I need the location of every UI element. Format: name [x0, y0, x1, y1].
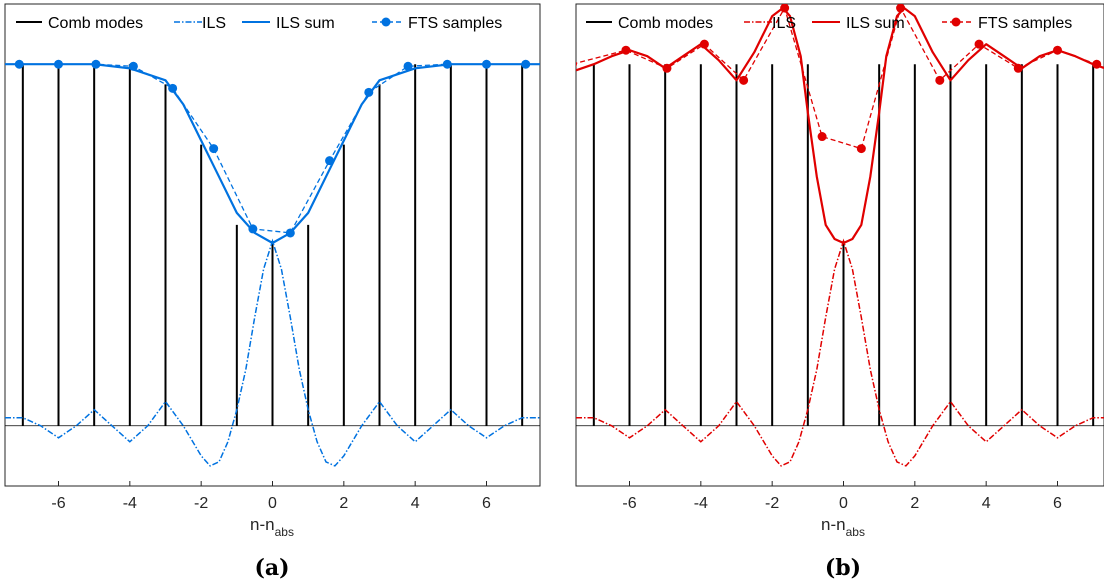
fts-sample-point [14, 59, 24, 69]
panel-b-plot-area [575, 3, 1104, 487]
fts-sample-point [1013, 63, 1023, 73]
panel-a-caption: (a) [254, 555, 289, 581]
fts-samples-line [19, 63, 526, 234]
fts-sample-point [780, 4, 790, 13]
x-tick-label: 0 [839, 495, 848, 512]
ils-line [576, 238, 1104, 467]
panel-b-plot-content [576, 4, 1104, 467]
legend-fts-samples-marker [381, 17, 391, 27]
panel-a-x-axis-title: n-nabs [250, 515, 294, 539]
x-tick-label: 0 [268, 495, 277, 512]
ils-sum-line [576, 6, 1104, 245]
fts-sample-point [739, 75, 749, 85]
x-tick-label: 4 [411, 495, 420, 512]
fts-samples-line [576, 6, 1097, 150]
fts-sample-point [1053, 45, 1062, 55]
fts-sample-point [91, 59, 101, 69]
x-tick-label: -6 [51, 495, 65, 512]
x-tick-label: -6 [622, 495, 636, 512]
fts-sample-point [168, 83, 178, 93]
x-tick-label: 2 [910, 495, 919, 512]
panel-b: -6 -4 -2 0 2 4 6 n-nabs Comb modes ILS ILS sum… [575, 3, 1104, 581]
panel-a-plot-content [5, 59, 540, 467]
legend-ils-label: ILS [772, 15, 796, 32]
fts-sample-point [621, 45, 631, 55]
fts-sample-point [662, 63, 672, 73]
legend-fts-samples-marker [951, 17, 961, 27]
legend-ils-sum-label: ILS sum [276, 15, 335, 32]
fts-sample-point [896, 4, 906, 13]
fts-sample-point [128, 61, 138, 71]
fts-sample-point [699, 39, 709, 49]
legend-fts-samples-label: FTS samples [978, 15, 1072, 32]
fts-sample-point [442, 59, 452, 69]
panel-a: -6 -4 -2 0 2 4 6 n-nabs Comb modes ILS ILS sum… [4, 3, 541, 581]
fts-sample-point [403, 61, 413, 71]
legend-ils-sum-label: ILS sum [846, 15, 905, 32]
x-tick-label: -2 [765, 495, 779, 512]
legend-comb-modes-label: Comb modes [618, 15, 713, 32]
panel-a-legend: Comb modes ILS ILS sum FTS samples [16, 15, 502, 32]
fts-sample-point [974, 39, 984, 49]
fts-sample-point [576, 61, 577, 67]
x-tick-label: -4 [123, 495, 137, 512]
fts-sample-point [209, 144, 219, 154]
fts-sample-point [54, 59, 63, 69]
fts-sample-point [521, 59, 531, 69]
x-tick-label: 6 [1053, 495, 1062, 512]
legend-fts-samples-label: FTS samples [408, 15, 502, 32]
panel-b-caption: (b) [825, 555, 861, 581]
panel-a-x-ticks: -6 -4 -2 0 2 4 6 [51, 481, 491, 512]
fts-sample-point [935, 75, 945, 85]
panel-b-x-axis-title: n-nabs [821, 515, 865, 539]
ils-sum-line [5, 63, 540, 245]
x-tick-label: -4 [694, 495, 708, 512]
fts-sample-point [364, 87, 374, 97]
fts-sample-point [325, 156, 335, 166]
x-tick-label: 4 [982, 495, 991, 512]
fts-sample-point [856, 144, 866, 154]
legend-ils-label: ILS [202, 15, 226, 32]
x-tick-label: 2 [339, 495, 348, 512]
fts-sample-point [248, 224, 258, 234]
fts-sample-point [817, 132, 827, 142]
legend-comb-modes-label: Comb modes [48, 15, 143, 32]
panel-b-x-ticks: -6 -4 -2 0 2 4 6 [622, 481, 1062, 512]
panel-b-legend: Comb modes ILS ILS sum FTS samples [586, 15, 1072, 32]
ils-line [5, 238, 540, 467]
fts-sample-point [285, 228, 295, 238]
fts-sample-point [1092, 59, 1102, 69]
fts-sample-point [482, 59, 491, 69]
x-tick-label: 6 [482, 495, 491, 512]
x-tick-label: -2 [194, 495, 208, 512]
